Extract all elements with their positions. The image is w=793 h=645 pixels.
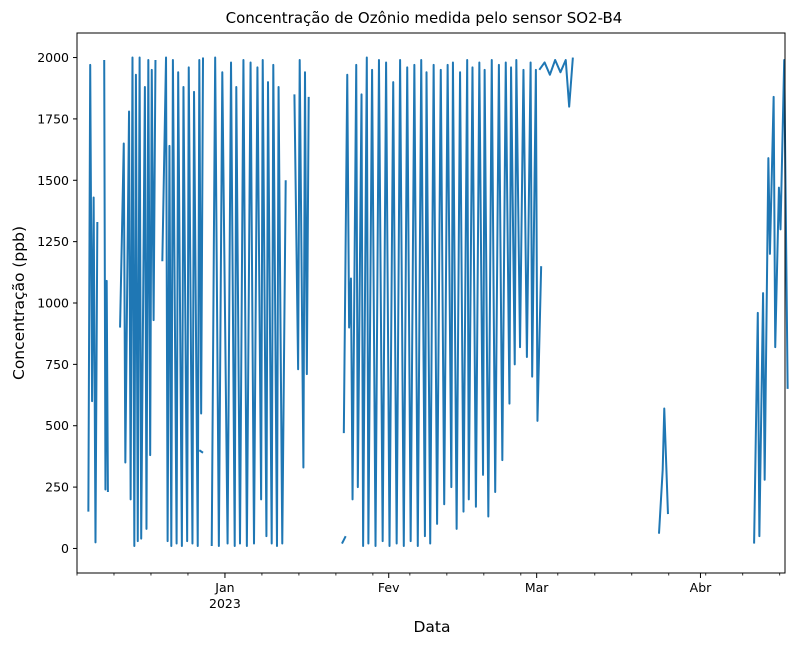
series-line-segment-0-3 — [161, 56, 205, 547]
series-line-segment-0-5 — [210, 56, 287, 547]
plot-area — [87, 56, 789, 547]
chart-title: Concentração de Ozônio medida pelo senso… — [226, 9, 623, 27]
series-line-segment-0-10 — [657, 407, 669, 534]
y-tick-label: 0 — [61, 541, 69, 556]
y-tick-label: 750 — [45, 357, 69, 372]
series-line-segment-0-2 — [119, 56, 157, 547]
series-line-segment-0-9 — [538, 57, 574, 108]
series-line-segment-0-7 — [341, 535, 347, 544]
series-line-segment-0-4 — [198, 449, 204, 454]
series-line-segment-0-0 — [87, 63, 99, 544]
series-line-segment-0-1 — [103, 59, 109, 493]
x-tick-label: Fev — [378, 580, 400, 595]
y-tick-label: 1250 — [37, 234, 69, 249]
y-tick-label: 250 — [45, 480, 69, 495]
x-tick-sublabel: 2023 — [209, 596, 241, 611]
y-tick-label: 500 — [45, 418, 69, 433]
y-tick-label: 2000 — [37, 50, 69, 65]
x-tick-label: Jan — [214, 580, 234, 595]
x-tick-label: Abr — [690, 580, 712, 595]
series-line-segment-0-11 — [753, 59, 789, 544]
x-axis-label: Data — [413, 618, 450, 636]
y-axis-label: Concentração (ppb) — [10, 226, 28, 380]
x-tick-label: Mar — [525, 580, 549, 595]
y-tick-label: 1000 — [37, 296, 69, 311]
y-tick-label: 1750 — [37, 111, 69, 126]
y-tick-label: 1500 — [37, 173, 69, 188]
series-line-segment-0-6 — [293, 59, 310, 469]
series-line-segment-0-8 — [342, 56, 543, 547]
